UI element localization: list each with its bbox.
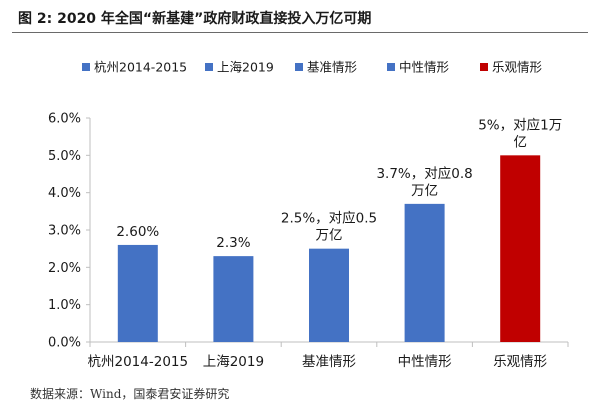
x-tick-label: 上海2019	[203, 354, 264, 370]
x-tick-label: 乐观情形	[493, 354, 547, 370]
data-label: 5%，对应1万	[478, 116, 562, 133]
title-divider	[12, 32, 588, 33]
data-label: 3.7%，对应0.8	[376, 165, 472, 182]
legend-entry: 上海2019	[217, 60, 274, 75]
x-tick-label: 杭州2014-2015	[88, 354, 189, 370]
data-label: 万亿	[316, 228, 343, 244]
x-tick-label: 基准情形	[302, 353, 356, 370]
legend-swatch	[82, 63, 90, 71]
y-tick-label: 4.0%	[48, 186, 81, 201]
bar	[213, 256, 254, 342]
data-label: 2.3%	[216, 235, 250, 251]
bar-chart: 杭州2014-2015 上海2019 基准情形 中性情形 乐观情形0.0%1.0%2.0…	[48, 60, 569, 370]
legend-entry: 杭州2014-2015	[94, 60, 187, 75]
legend-entry: 乐观情形	[492, 60, 543, 75]
data-label: 亿	[513, 134, 527, 150]
legend-swatch	[295, 63, 303, 71]
y-tick-label: 2.0%	[48, 261, 81, 276]
data-label: 万亿	[411, 183, 438, 199]
y-tick-label: 3.0%	[48, 224, 81, 239]
chart-title: 图 2: 2020 年全国“新基建”政府财政直接投入万亿可期	[18, 11, 372, 27]
data-source: 数据来源：Wind，国泰君安证券研究	[30, 387, 230, 401]
bar	[500, 155, 541, 342]
legend-swatch	[205, 63, 213, 71]
data-label: 2.60%	[116, 224, 159, 240]
x-tick-label: 中性情形	[398, 354, 452, 370]
legend-swatch	[480, 63, 488, 71]
bar	[404, 203, 445, 342]
y-tick-label: 0.0%	[48, 336, 81, 351]
bar	[309, 248, 349, 342]
legend-entry: 中性情形	[399, 60, 450, 75]
chart-area: 杭州2014-2015 上海2019 基准情形 中性情形 乐观情形 0.0% 1.0% 2.0…	[12, 42, 588, 378]
bar	[117, 244, 158, 342]
data-label: 2.5%，对应0.5	[281, 210, 377, 227]
y-tick-label: 5.0%	[48, 149, 81, 164]
legend-swatch	[387, 63, 395, 71]
legend-entry: 基准情形	[307, 60, 358, 75]
y-tick-label: 1.0%	[48, 298, 81, 313]
y-tick-label: 6.0%	[48, 112, 81, 127]
